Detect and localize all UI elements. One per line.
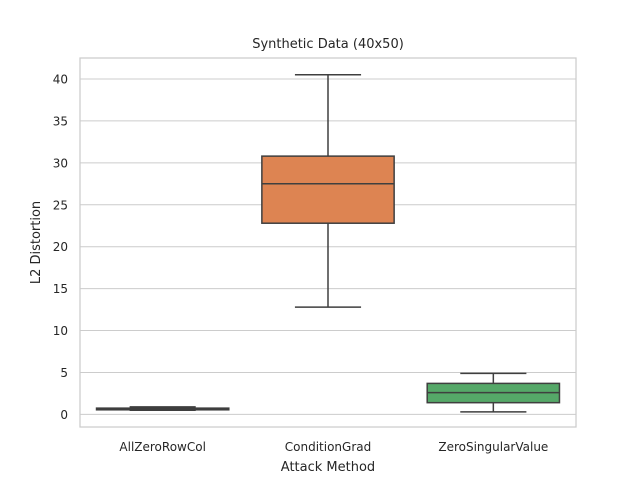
y-tick-label: 15: [53, 282, 68, 296]
box-AllZeroRowCol: [95, 406, 230, 411]
iqr-box: [261, 155, 395, 224]
y-axis-title: L2 Distortion: [29, 201, 44, 284]
x-tick-label: ZeroSingularValue: [438, 440, 548, 454]
x-tick-label: ConditionGrad: [285, 440, 371, 454]
y-tick-label: 10: [53, 324, 68, 338]
box-ZeroSingularValue: [426, 372, 561, 413]
y-tick-label: 30: [53, 156, 68, 170]
y-tick-label: 35: [53, 114, 68, 128]
y-tick-label: 5: [60, 366, 68, 380]
x-axis-title: Attack Method: [281, 460, 375, 475]
y-tick-labels: 0 5 10 15 20 25 30 35 40: [53, 72, 68, 421]
y-tick-label: 0: [60, 408, 68, 422]
chart-title: Synthetic Data (40x50): [252, 37, 404, 52]
y-tick-label: 25: [53, 198, 68, 212]
box-ConditionGrad: [261, 74, 395, 308]
x-tick-labels: AllZeroRowCol ConditionGrad ZeroSingularVa…: [119, 440, 548, 454]
plot-frame: [79, 57, 577, 428]
box-series: [95, 74, 561, 413]
y-tick-label: 20: [53, 240, 68, 254]
y-tick-label: 40: [53, 72, 68, 86]
x-tick-label: AllZeroRowCol: [119, 440, 206, 454]
